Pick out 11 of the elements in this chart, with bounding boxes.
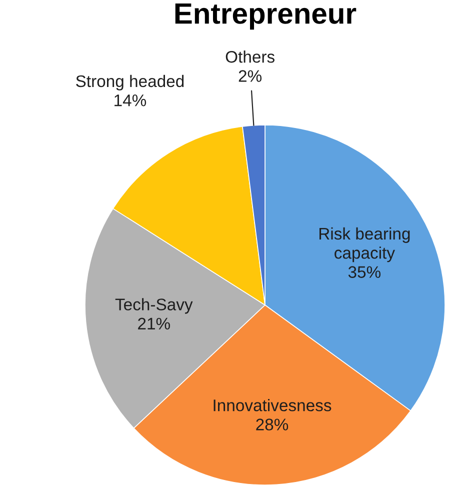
data-label: 14% (114, 94, 146, 106)
data-label: 21% (138, 318, 170, 330)
slice-label: Risk bearing capacity (319, 227, 410, 262)
slice-label: Strong headed (76, 74, 184, 90)
chart-title: Entrepreneur (175, 4, 356, 30)
data-label: 28% (256, 418, 288, 430)
slice-label: Tech-Savy (115, 298, 193, 314)
data-label: 35% (348, 266, 381, 278)
data-label: 2% (238, 70, 262, 82)
slice-label: Innovativesness (214, 399, 332, 412)
slice-label: Others (226, 50, 274, 63)
